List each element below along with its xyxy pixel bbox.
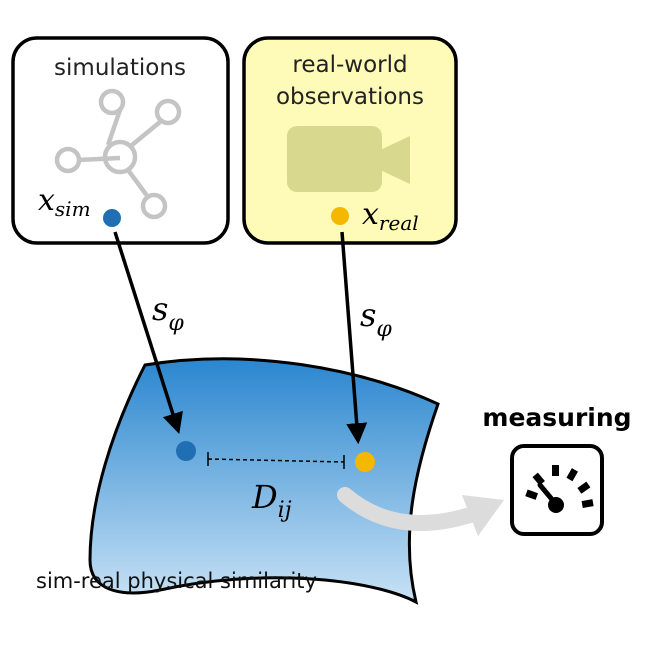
molecule-icon — [54, 88, 182, 220]
x-sim-label: xsim — [38, 183, 91, 221]
speedometer-gauge-icon — [510, 444, 604, 536]
video-camera-icon — [287, 126, 410, 192]
x-sim-main: x — [38, 183, 55, 218]
s-phi-left-main: s — [152, 290, 168, 328]
x-real-sub: real — [379, 211, 419, 235]
measuring-arrow — [337, 487, 504, 536]
sim-mapping-arrow — [113, 231, 183, 435]
real-world-title-line2: observations — [276, 84, 424, 110]
x-real-main: x — [362, 197, 379, 232]
x-real-label: xreal — [362, 197, 419, 235]
distance-sub: ij — [278, 498, 292, 523]
distance-main: D — [251, 478, 278, 516]
measuring-label: measuring — [482, 403, 631, 432]
real-world-box: real-world observations xreal — [242, 36, 458, 245]
simulations-title: simulations — [54, 55, 186, 81]
x-sim-sub: sim — [55, 197, 91, 221]
s-phi-left: sφ — [152, 290, 184, 336]
s-phi-right-main: s — [360, 296, 376, 334]
distance-bracket — [207, 452, 345, 469]
real-world-title-line1: real-world — [292, 52, 407, 78]
sim-point-source — [103, 209, 121, 227]
s-phi-left-sub: φ — [168, 311, 184, 336]
simulations-box: simulations xsim — [11, 36, 230, 245]
sim-point-embedded — [176, 441, 196, 461]
real-point-source — [331, 207, 349, 225]
s-phi-right: sφ — [360, 296, 392, 342]
real-mapping-arrow — [340, 231, 368, 445]
surface-caption: sim-real physical similarity — [36, 569, 317, 593]
s-phi-right-sub: φ — [376, 317, 392, 342]
distance-label: Dij — [251, 478, 292, 523]
real-point-embedded — [355, 452, 375, 472]
